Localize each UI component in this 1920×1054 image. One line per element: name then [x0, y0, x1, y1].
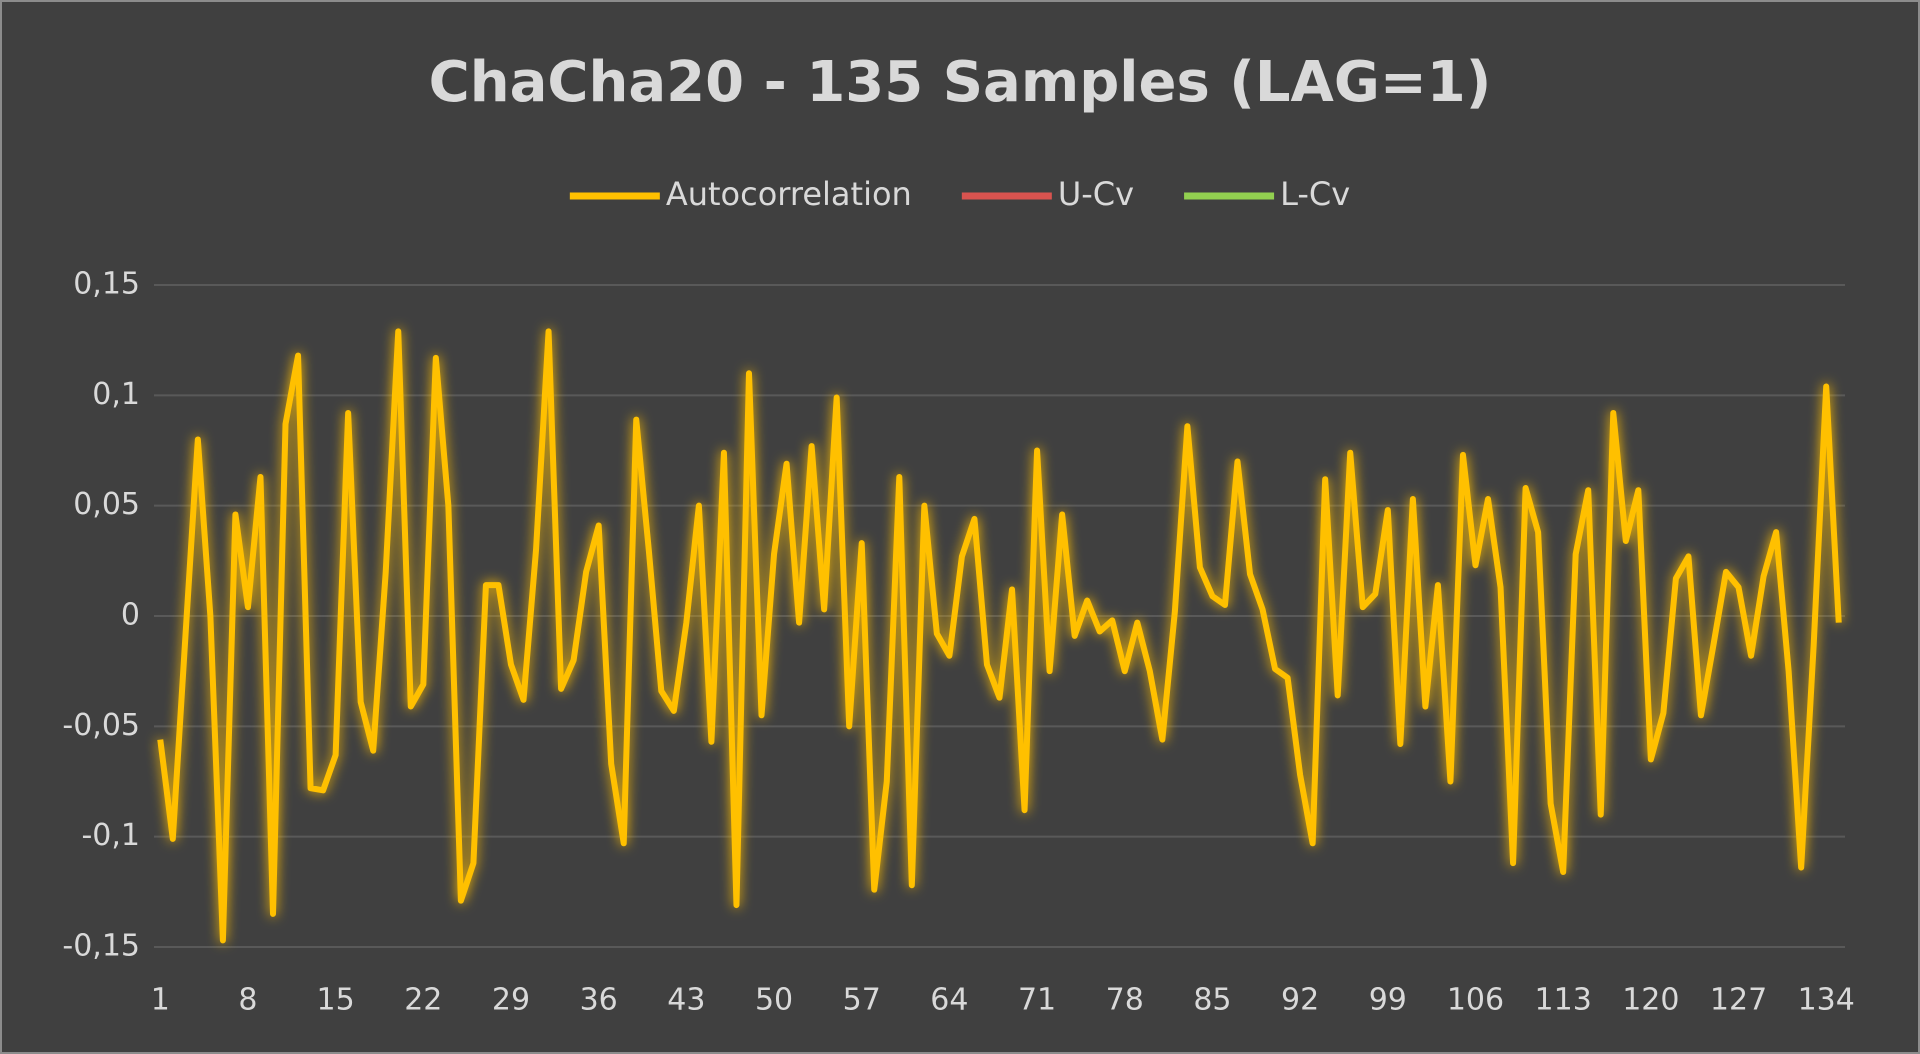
x-tick-label: 43	[667, 983, 705, 1018]
x-tick-label: 99	[1369, 983, 1407, 1018]
y-tick-label: 0,05	[73, 487, 140, 522]
x-tick-label: 106	[1447, 983, 1504, 1018]
x-tick-label: 50	[755, 983, 793, 1018]
legend-item: Autocorrelation	[569, 175, 912, 213]
chart-title: ChaCha20 - 135 Samples (LAG=1)	[429, 50, 1492, 115]
x-tick-label: 78	[1106, 983, 1144, 1018]
y-tick-label: 0	[121, 598, 140, 633]
y-tick-label: 0,1	[92, 377, 140, 412]
x-tick-label: 64	[930, 983, 968, 1018]
x-tick-label: 15	[317, 983, 355, 1018]
x-tick-label: 29	[492, 983, 530, 1018]
x-tick-label: 1	[151, 983, 170, 1018]
x-tick-label: 71	[1018, 983, 1056, 1018]
y-tick-label: -0,15	[62, 929, 140, 964]
x-tick-label: 22	[404, 983, 442, 1018]
x-tick-label: 134	[1798, 983, 1855, 1018]
x-tick-label: 127	[1710, 983, 1767, 1018]
series-line	[157, 328, 1842, 944]
y-tick-label: -0,05	[62, 708, 140, 743]
y-tick-label: 0,15	[73, 267, 140, 302]
legend-label: U-Cv	[1058, 175, 1134, 213]
legend-item: U-Cv	[961, 175, 1134, 213]
x-tick-label: 113	[1535, 983, 1592, 1018]
legend-item: L-Cv	[1184, 175, 1350, 213]
legend-label: Autocorrelation	[666, 175, 912, 213]
x-tick-label: 92	[1281, 983, 1319, 1018]
y-tick-label: -0,1	[81, 818, 140, 853]
x-tick-label: 8	[238, 983, 257, 1018]
x-tick-label: 36	[580, 983, 618, 1018]
legend-label: L-Cv	[1280, 175, 1350, 213]
x-tick-label: 57	[843, 983, 881, 1018]
x-tick-label: 120	[1622, 983, 1679, 1018]
x-tick-label: 85	[1193, 983, 1231, 1018]
